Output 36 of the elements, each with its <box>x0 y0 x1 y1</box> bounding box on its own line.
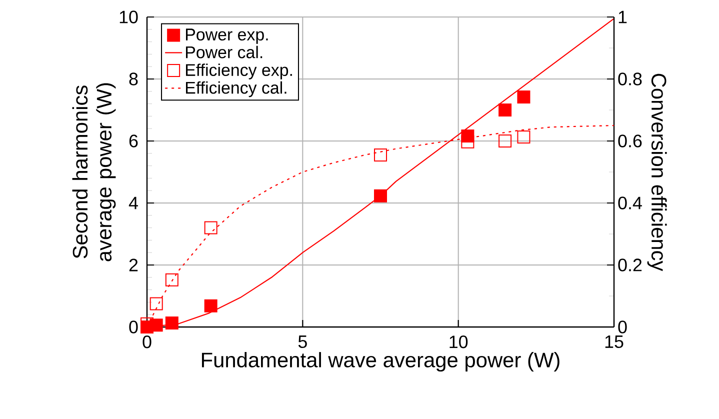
x-tick-label: 5 <box>298 336 307 348</box>
x-axis-title: Fundamental wave average power (W) <box>202 352 560 372</box>
y-tick-label: 4 <box>128 196 138 210</box>
point <box>517 130 530 144</box>
y-axis-title: Second harmonics average power (W) <box>72 83 116 262</box>
legend-label: Efficiency exp. <box>186 64 292 80</box>
y2-tick-label: 0.2 <box>618 258 642 272</box>
y-tick-label: 8 <box>129 72 138 86</box>
y2-tick-label: 0.4 <box>618 196 642 210</box>
y2-axis-title: Conversion efficiency <box>647 74 667 272</box>
y-tick-label: 10 <box>120 10 138 24</box>
y2-tick-label: 0 <box>618 320 627 334</box>
point <box>498 134 512 148</box>
point <box>204 299 218 312</box>
y2-tick-label: 0.6 <box>618 134 642 148</box>
y-tick-label: 6 <box>129 134 138 148</box>
point <box>517 90 530 104</box>
point <box>498 103 512 116</box>
y2-tick-label: 0.8 <box>618 72 642 86</box>
y-tick-label: 2 <box>129 258 138 272</box>
y-tick-label: 0 <box>129 320 138 334</box>
legend-label: Efficiency cal. <box>186 81 286 98</box>
legend-label: Power exp. <box>186 28 268 44</box>
point <box>374 148 388 162</box>
x-tick-label: 15 <box>605 336 624 348</box>
point <box>150 297 163 310</box>
point <box>165 273 178 286</box>
legend-label: Power cal. <box>186 46 262 58</box>
point <box>165 316 178 330</box>
x-tick-label: 10 <box>450 336 468 348</box>
y2-tick-label: 1 <box>618 10 627 24</box>
x-tick-label: 0 <box>142 336 152 348</box>
point <box>150 318 163 332</box>
point <box>374 189 388 202</box>
point <box>461 135 474 148</box>
point <box>204 221 218 234</box>
